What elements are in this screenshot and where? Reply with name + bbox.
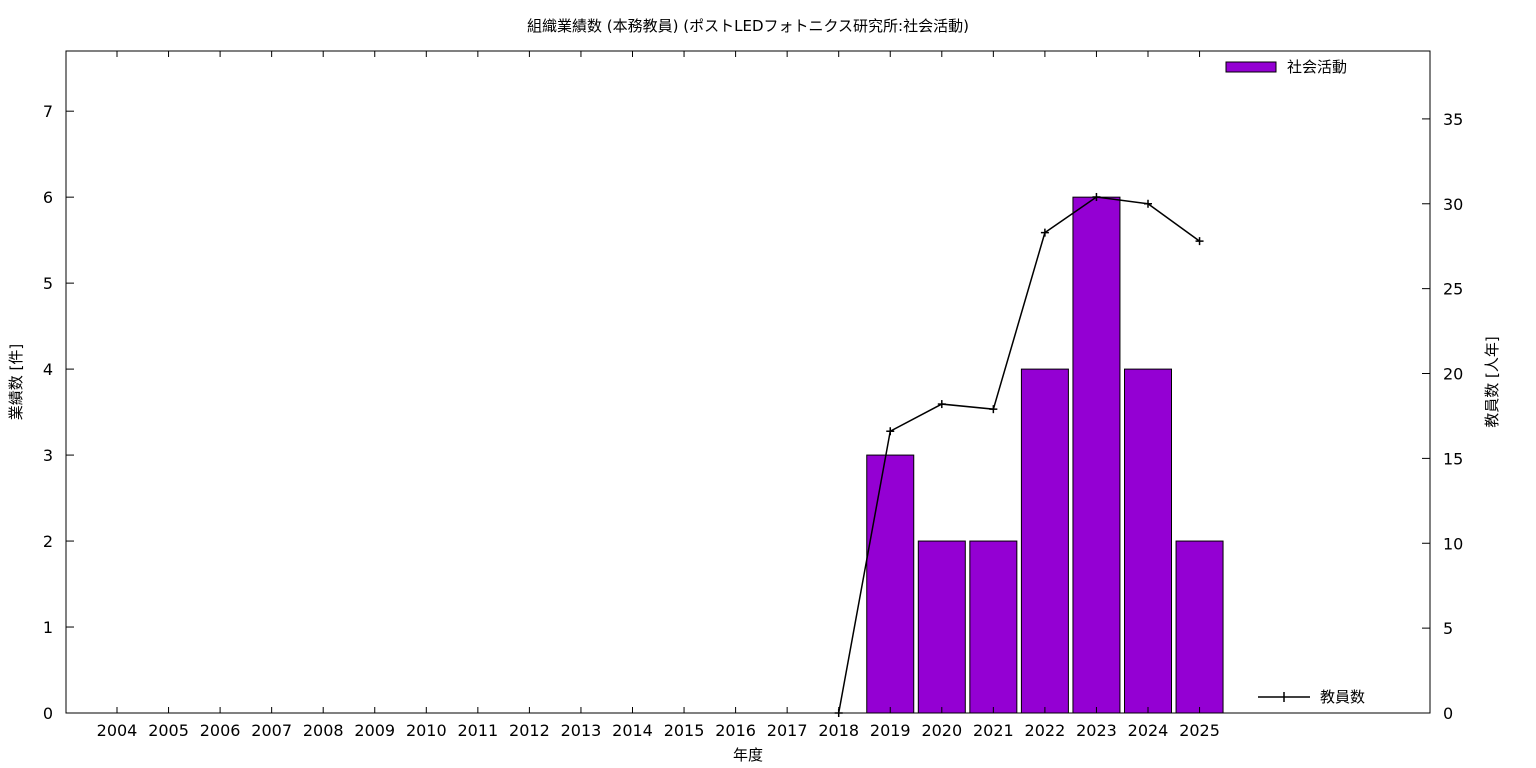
y2-tick-label: 35: [1443, 110, 1463, 129]
x-tick-label: 2013: [561, 721, 602, 740]
y-tick-label: 5: [43, 274, 53, 293]
tick-group: 2004 2005 2006 2007 2008 2009 2010 2011 2012 2013…: [43, 51, 1463, 740]
y-tick-label: 3: [43, 446, 53, 465]
bar: [1175, 540, 1224, 714]
x-tick-label: 2019: [870, 721, 911, 740]
x-tick-label: 2024: [1128, 721, 1169, 740]
y-tick-label: 0: [43, 704, 53, 723]
bar: [917, 540, 966, 714]
x-tick-label: 2021: [973, 721, 1014, 740]
y2-tick-label: 15: [1443, 449, 1463, 468]
series-line: [837, 196, 1200, 714]
x-tick-label: 2015: [664, 721, 705, 740]
x-tick-label: 2007: [251, 721, 292, 740]
x-tick-label: 2014: [612, 721, 653, 740]
y2-tick-label: 25: [1443, 280, 1463, 299]
legend-bar: 社会活動: [1225, 58, 1347, 76]
y2-tick-label: 30: [1443, 195, 1463, 214]
x-tick-label: 2023: [1076, 721, 1117, 740]
x-tick-label: 2025: [1179, 721, 1220, 740]
x-tick-label: 2012: [509, 721, 550, 740]
x-tick-label: 2008: [303, 721, 344, 740]
bar-group: [866, 196, 1224, 714]
x-tick-label: 2020: [921, 721, 962, 740]
y2-axis-label: 教員数 [人年]: [1483, 336, 1501, 427]
y-tick-label: 7: [43, 102, 53, 121]
x-axis-label: 年度: [733, 746, 763, 764]
legend-line-label: 教員数: [1320, 688, 1365, 706]
y-tick-label: 2: [43, 532, 53, 551]
legend-bar-swatch: [1225, 61, 1277, 73]
x-tick-label: 2004: [97, 721, 138, 740]
x-tick-label: 2010: [406, 721, 447, 740]
x-tick-label: 2006: [200, 721, 241, 740]
chart-title: 組織業績数 (本務教員) (ポストLEDフォトニクス研究所:社会活動): [527, 17, 969, 35]
bar: [1124, 368, 1172, 714]
x-tick-label: 2018: [818, 721, 859, 740]
bar: [866, 454, 915, 714]
y2-tick-label: 0: [1443, 704, 1453, 723]
bar: [1072, 196, 1121, 714]
y2-tick-label: 5: [1443, 619, 1453, 638]
x-tick-label: 2016: [715, 721, 756, 740]
legend-line: 教員数: [1258, 688, 1365, 706]
y-tick-label: 6: [43, 188, 53, 207]
y-tick-label: 4: [43, 360, 53, 379]
legend-bar-label: 社会活動: [1287, 58, 1347, 76]
plot-frame: [65, 50, 1431, 714]
y-tick-label: 1: [43, 618, 53, 637]
y2-tick-label: 20: [1443, 365, 1463, 384]
x-tick-label: 2009: [354, 721, 395, 740]
x-tick-label: 2022: [1025, 721, 1066, 740]
y2-tick-label: 10: [1443, 534, 1463, 553]
bar: [969, 540, 1018, 714]
x-tick-label: 2011: [457, 721, 498, 740]
x-tick-label: 2005: [148, 721, 189, 740]
y-axis-label: 業績数 [件]: [7, 344, 25, 420]
bar: [1020, 368, 1069, 714]
line-group: [834, 192, 1204, 717]
x-tick-label: 2017: [767, 721, 808, 740]
